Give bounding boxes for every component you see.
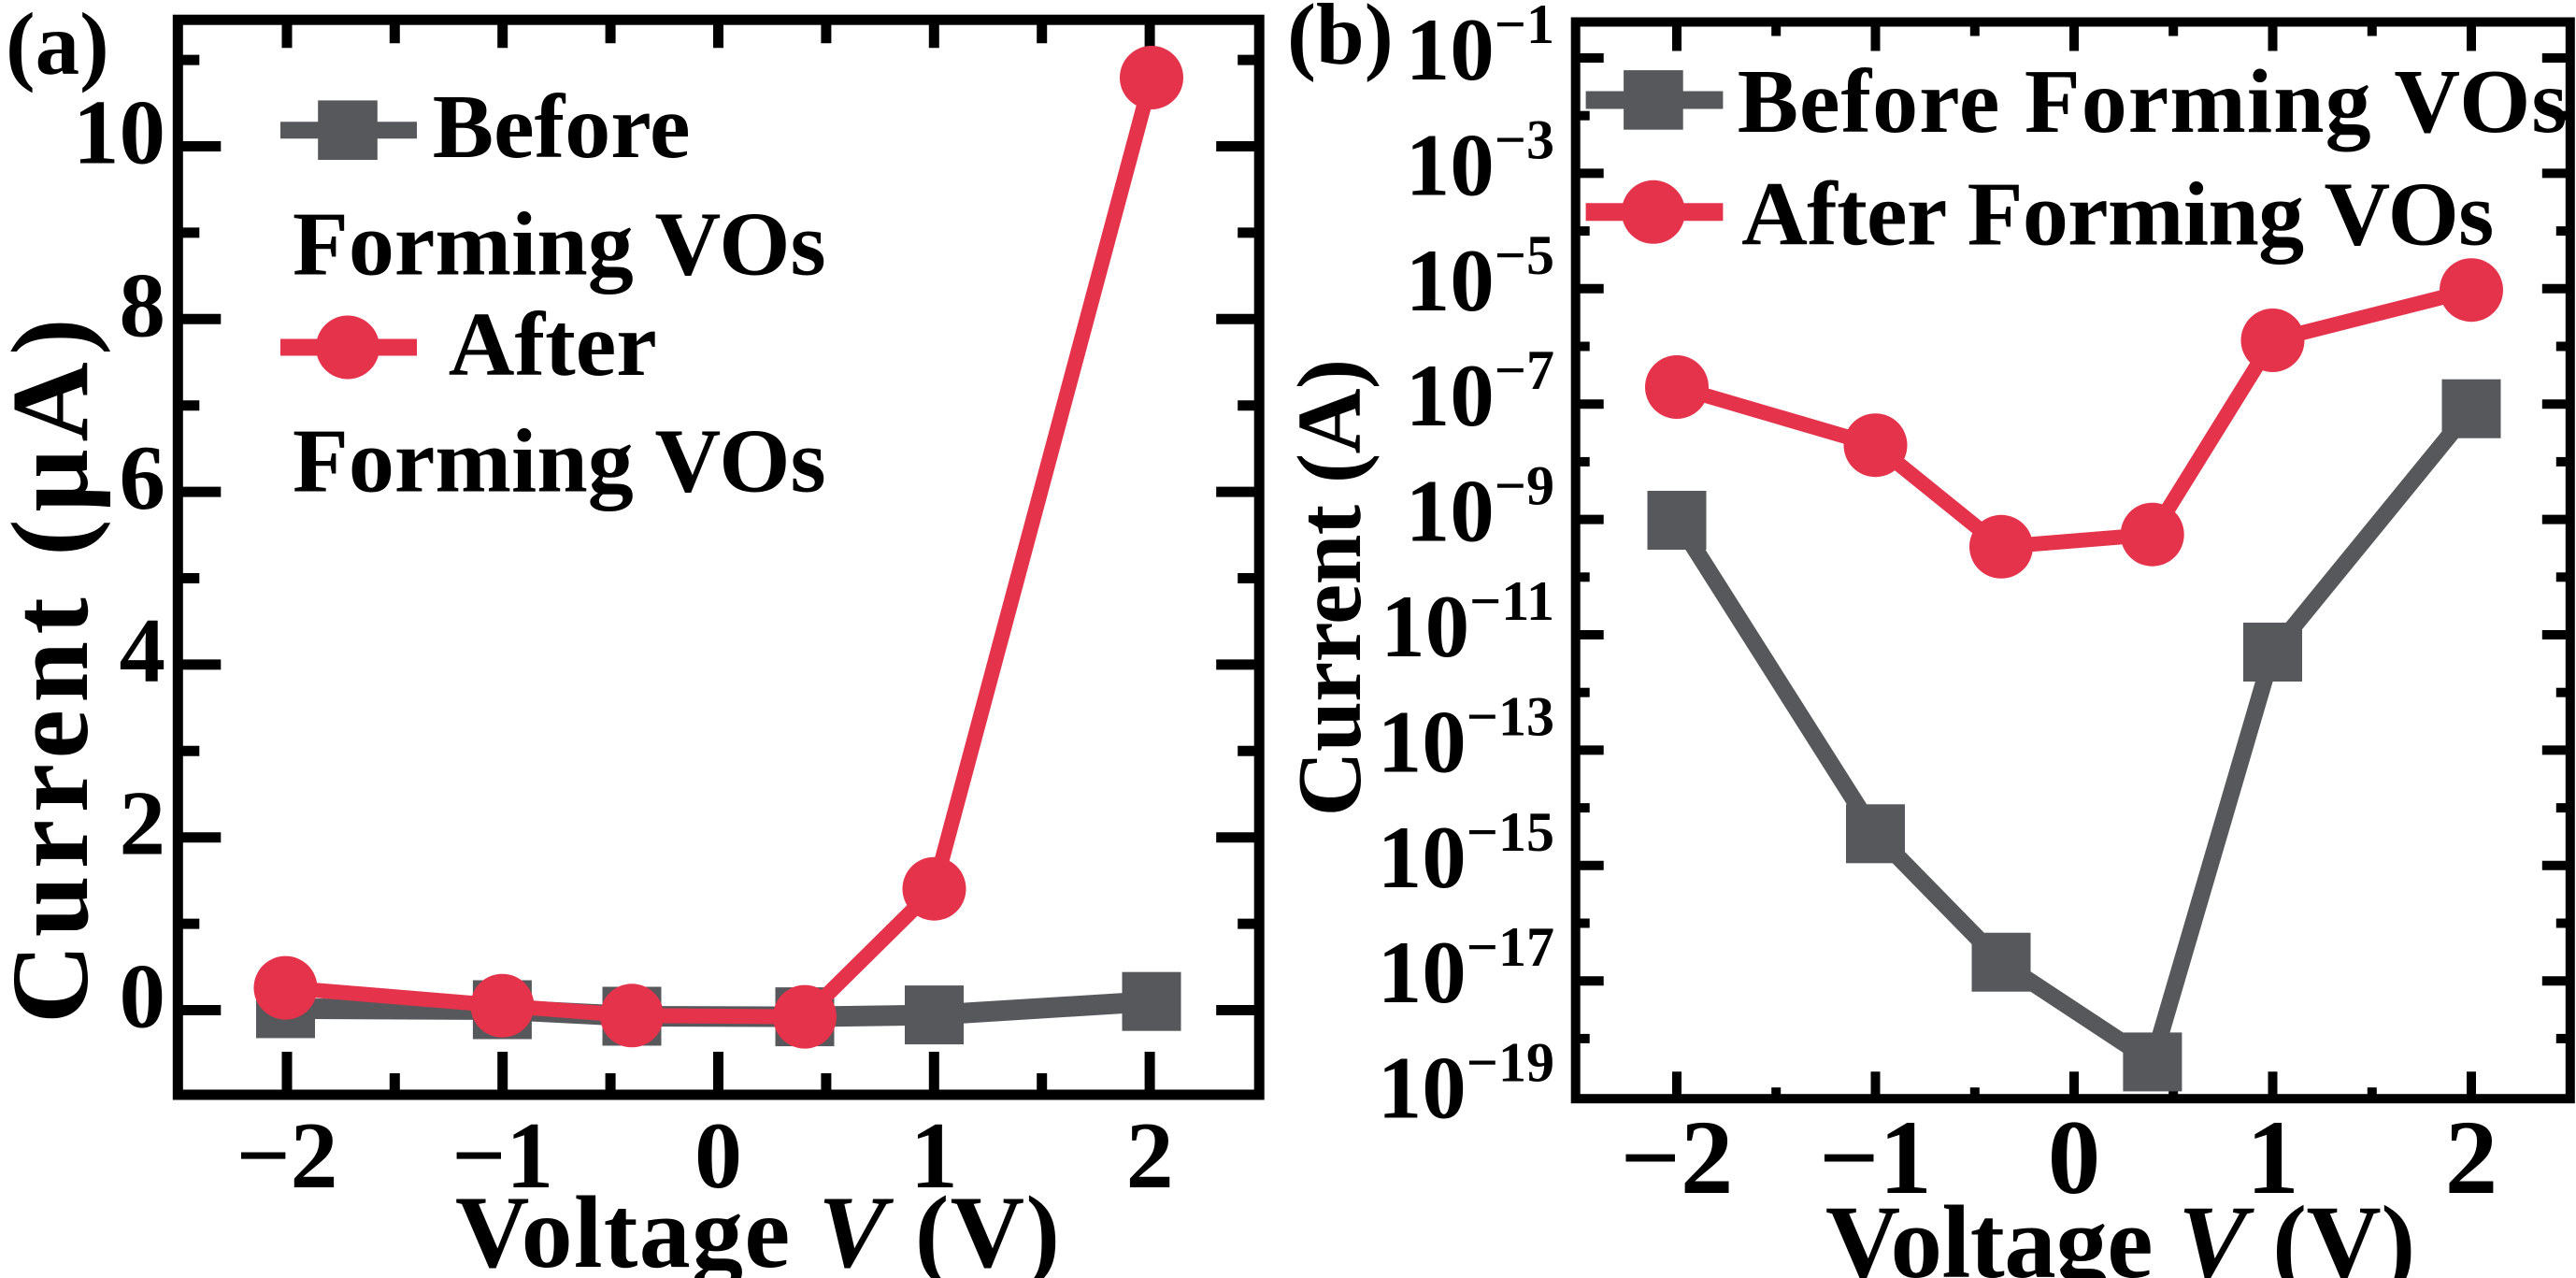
svg-text:10−5: 10−5 [1406, 224, 1554, 330]
svg-text:Current (A): Current (A) [1280, 360, 1380, 817]
svg-text:−1: −1 [451, 1103, 553, 1209]
svg-text:2: 2 [120, 773, 166, 875]
svg-text:Before Forming VOs: Before Forming VOs [1738, 51, 2569, 152]
svg-text:0: 0 [694, 1103, 742, 1209]
svg-text:−1: −1 [1819, 1099, 1932, 1216]
svg-text:1: 1 [2246, 1099, 2299, 1216]
svg-text:2: 2 [2445, 1099, 2498, 1216]
svg-text:Voltage V (V): Voltage V (V) [455, 1175, 1061, 1278]
svg-text:−2: −2 [1621, 1099, 1734, 1216]
svg-text:0: 0 [120, 946, 166, 1048]
svg-text:1: 1 [910, 1103, 958, 1209]
svg-text:8: 8 [120, 254, 166, 356]
svg-text:10: 10 [73, 82, 165, 184]
svg-text:10−7: 10−7 [1406, 339, 1554, 445]
svg-text:Current (µA): Current (µA) [0, 311, 111, 1024]
svg-text:Before: Before [433, 77, 691, 178]
svg-text:After Forming VOs: After Forming VOs [1741, 164, 2494, 265]
svg-text:After: After [449, 294, 657, 395]
svg-text:Forming VOs: Forming VOs [293, 411, 826, 512]
svg-text:10−3: 10−3 [1406, 108, 1554, 214]
svg-text:(b): (b) [1287, 0, 1394, 83]
svg-text:10−19: 10−19 [1378, 1032, 1554, 1138]
svg-text:6: 6 [120, 427, 166, 529]
svg-text:Voltage V (V): Voltage V (V) [1825, 1185, 2415, 1278]
svg-text:4: 4 [120, 600, 166, 702]
svg-text:0: 0 [2048, 1099, 2101, 1216]
svg-text:(a): (a) [6, 0, 109, 93]
svg-text:Forming VOs: Forming VOs [293, 194, 826, 294]
svg-text:−2: −2 [236, 1103, 337, 1209]
svg-text:10−13: 10−13 [1378, 685, 1554, 791]
svg-text:2: 2 [1126, 1103, 1174, 1209]
